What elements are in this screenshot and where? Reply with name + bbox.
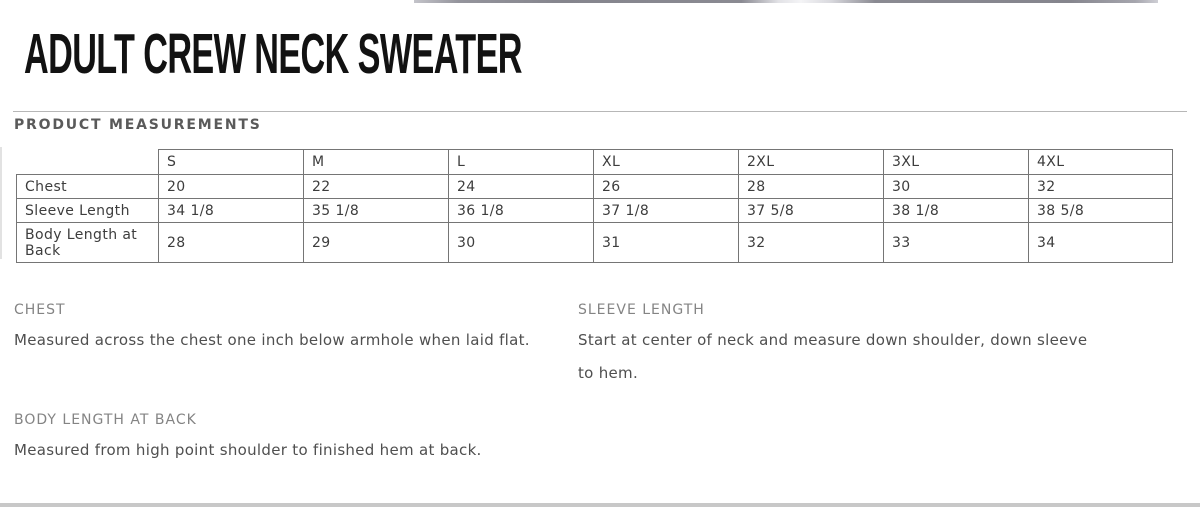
sleeve-value-l: 36 1/8 <box>448 198 594 223</box>
size-header-3xl: 3XL <box>883 149 1029 175</box>
definition-chest: CHEST Measured across the chest one inch… <box>14 301 574 357</box>
definition-chest-text: Measured across the chest one inch below… <box>14 331 530 349</box>
section-divider-line <box>13 111 1187 112</box>
body-length-value-m: 29 <box>303 222 449 263</box>
row-label-body-length-at-back: Body Length at Back <box>16 222 159 263</box>
definition-sleeve-length-heading: SLEEVE LENGTH <box>578 302 705 318</box>
left-edge-sliver <box>0 147 2 259</box>
chest-value-l: 24 <box>448 174 594 199</box>
product-measurements-label: PRODUCT MEASUREMENTS <box>14 117 262 133</box>
body-length-value-4xl: 34 <box>1028 222 1173 263</box>
size-header-row: S M L XL 2XL 3XL 4XL <box>17 149 1173 175</box>
bottom-edge-bar <box>0 503 1200 507</box>
body-length-value-2xl: 32 <box>738 222 884 263</box>
chest-value-2xl: 28 <box>738 174 884 199</box>
size-header-2xl: 2XL <box>738 149 884 175</box>
sleeve-value-4xl: 38 5/8 <box>1028 198 1173 223</box>
chest-value-xl: 26 <box>593 174 739 199</box>
body-length-value-xl: 31 <box>593 222 739 263</box>
body-length-value-s: 28 <box>158 222 304 263</box>
definition-body-length-at-back-heading: BODY LENGTH AT BACK <box>14 412 197 428</box>
size-header-m: M <box>303 149 449 175</box>
definition-sleeve-length: SLEEVE LENGTH Start at center of neck an… <box>578 301 1108 390</box>
body-length-value-l: 30 <box>448 222 594 263</box>
chest-value-m: 22 <box>303 174 449 199</box>
chest-value-4xl: 32 <box>1028 174 1173 199</box>
chest-value-3xl: 30 <box>883 174 1029 199</box>
size-header-4xl: 4XL <box>1028 149 1173 175</box>
top-edge-partial-border <box>414 0 1158 3</box>
row-label-sleeve-length: Sleeve Length <box>16 198 159 223</box>
size-chart-table: S M L XL 2XL 3XL 4XL Chest 20 22 24 26 2… <box>16 149 1173 263</box>
sleeve-value-s: 34 1/8 <box>158 198 304 223</box>
definition-body-length-at-back-text: Measured from high point shoulder to fin… <box>14 441 482 459</box>
table-row-body-length-at-back: Body Length at Back 28 29 30 31 32 33 34 <box>16 222 1173 263</box>
sleeve-value-xl: 37 1/8 <box>593 198 739 223</box>
page-title: ADULT CREW NECK SWEATER <box>24 22 523 86</box>
body-length-value-3xl: 33 <box>883 222 1029 263</box>
definition-chest-heading: CHEST <box>14 302 66 318</box>
table-row-chest: Chest 20 22 24 26 28 30 32 <box>16 174 1173 199</box>
definition-sleeve-length-text: Start at center of neck and measure down… <box>578 331 1088 382</box>
size-header-xl: XL <box>593 149 739 175</box>
sleeve-value-2xl: 37 5/8 <box>738 198 884 223</box>
row-label-chest: Chest <box>16 174 159 199</box>
table-row-sleeve-length: Sleeve Length 34 1/8 35 1/8 36 1/8 37 1/… <box>16 198 1173 223</box>
sleeve-value-m: 35 1/8 <box>303 198 449 223</box>
size-header-l: L <box>448 149 594 175</box>
definition-body-length-at-back: BODY LENGTH AT BACK Measured from high p… <box>14 411 574 467</box>
chest-value-s: 20 <box>158 174 304 199</box>
sleeve-value-3xl: 38 1/8 <box>883 198 1029 223</box>
size-header-s: S <box>158 149 304 175</box>
size-chart-corner-cell <box>17 150 159 175</box>
